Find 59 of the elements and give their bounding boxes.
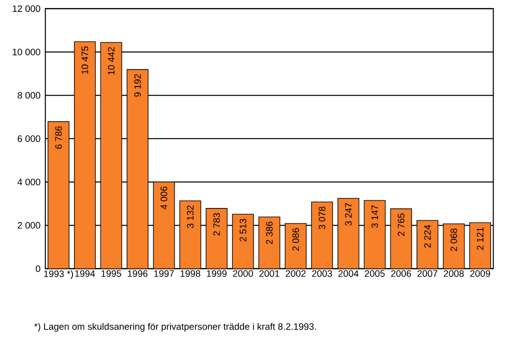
text: *) Lagen om skuldsanering för privatpersoner trädde i kraft 8.2.1993.	[34, 322, 316, 332]
data-label: 9 192	[134, 74, 141, 97]
data-label: 2 513	[240, 218, 246, 242]
data-label: 2 783	[213, 213, 220, 236]
x-tick-label: 2005	[364, 270, 385, 277]
x-tick-label: 2000	[233, 270, 253, 277]
bar	[285, 223, 306, 269]
data-label: 2 121	[476, 227, 484, 250]
bar	[180, 200, 201, 269]
bar	[258, 216, 280, 269]
x-tick-label: 2009	[470, 270, 490, 277]
x-tick-label: 2008	[444, 270, 464, 277]
bar	[364, 200, 386, 269]
data-label: 6 786	[55, 126, 62, 149]
x-tick-label: 2004	[338, 270, 358, 277]
x-tick-label: 1997	[154, 270, 174, 277]
y-tick-label: 10 000	[12, 48, 40, 56]
bar	[100, 42, 122, 269]
x-tick-label: 1994	[75, 270, 95, 277]
bar	[469, 222, 492, 269]
bar	[416, 220, 438, 269]
x-tick-label: 2006	[391, 270, 412, 277]
bar	[74, 42, 96, 269]
x-tick-label: 1996	[128, 270, 148, 277]
y-tick-label: 6 000	[18, 135, 40, 142]
y-tick-label: 2 000	[18, 222, 40, 229]
data-label: 3 078	[318, 206, 326, 230]
x-tick-label: 2001	[259, 270, 280, 277]
data-label: 2 224	[424, 225, 431, 248]
data-label: 3 132	[186, 206, 194, 228]
y-tick-label: 8 000	[18, 92, 40, 99]
y-tick-label: 0	[36, 265, 40, 272]
x-tick-label: 2003	[312, 270, 332, 277]
bar	[338, 198, 359, 269]
data-label: 2 386	[266, 222, 273, 244]
data-label: 10 442	[108, 47, 115, 75]
y-tick-label: 4 000	[17, 178, 40, 186]
x-tick-label: 2002	[286, 270, 306, 277]
x-tick-label: 1993 *)	[44, 270, 73, 279]
bar	[311, 202, 333, 269]
bar	[443, 224, 464, 269]
bar	[232, 214, 254, 269]
bar	[153, 182, 174, 269]
bar	[390, 208, 412, 269]
bar	[48, 122, 70, 269]
bar	[206, 208, 228, 269]
y-tick-label: 12 000	[12, 5, 40, 12]
data-label: 2 068	[450, 228, 458, 252]
data-label: 10 475	[82, 46, 88, 74]
data-label: 2 086	[292, 228, 299, 251]
data-label: 4 006	[160, 186, 168, 210]
data-label: 3 247	[345, 203, 352, 226]
data-label: 2 765	[398, 213, 404, 236]
bar	[127, 70, 148, 269]
x-tick-label: 2007	[418, 270, 438, 277]
x-tick-label: 1995	[102, 270, 122, 277]
data-label: 3 147	[371, 205, 378, 228]
x-tick-label: 1999	[206, 270, 227, 277]
x-tick-label: 1998	[180, 270, 200, 277]
